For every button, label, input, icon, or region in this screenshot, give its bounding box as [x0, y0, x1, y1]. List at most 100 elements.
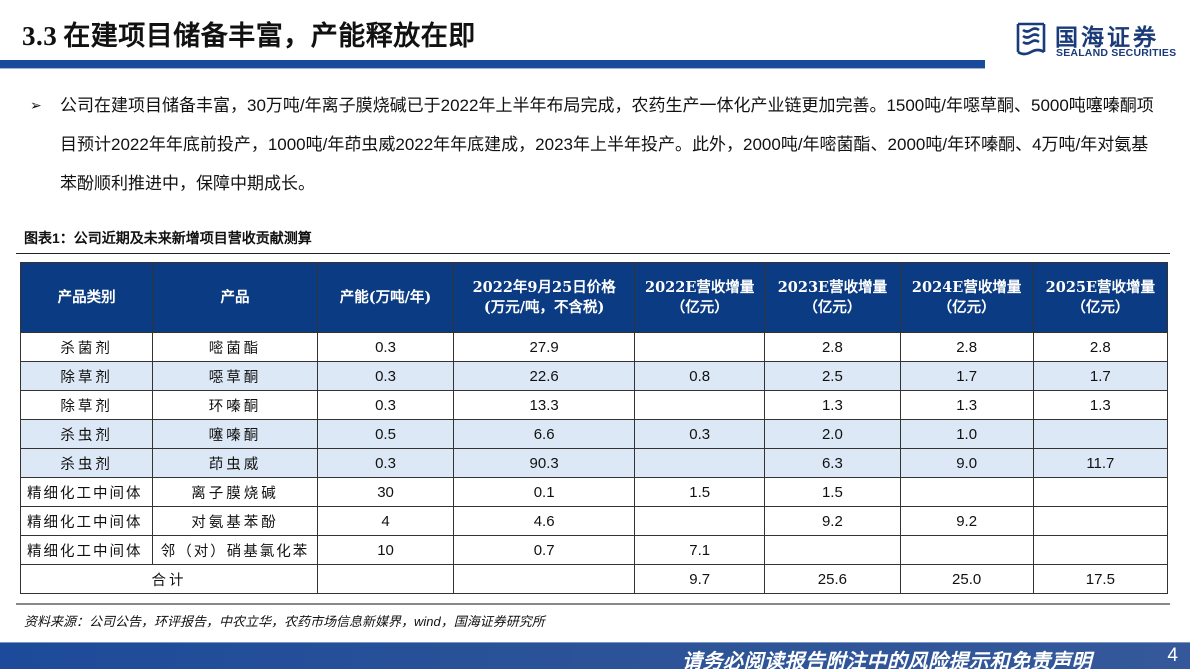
- cell-2025e: [1032, 477, 1169, 507]
- cell-product: 对氨基苯酚: [152, 506, 318, 536]
- header-divider-thin: [0, 68, 985, 69]
- cell-2022e: [634, 332, 766, 362]
- cell-product: 茚虫威: [152, 448, 318, 478]
- cell-capacity: 0.3: [316, 361, 455, 391]
- source-note: 资料来源：公司公告，环评报告，中农立华，农药市场信息新媒界，wind，国海证券研…: [24, 614, 545, 629]
- cell-2022e: [634, 506, 766, 536]
- col-header-2022e: 2022E营收增量 （亿元）: [634, 262, 766, 333]
- cell-2024e: 9.2: [899, 506, 1034, 536]
- cell-2025e: [1032, 506, 1169, 536]
- revenue-contribution-table: 产品类别 产品 产能(万吨/年) 2022年9月25日价格 (万元/吨，不含税) …: [19, 262, 1169, 594]
- cell-2022e: [634, 448, 766, 478]
- col-header-category: 产品类别: [19, 262, 154, 333]
- source-divider: [16, 603, 1170, 605]
- section-number: 3.3: [22, 21, 58, 51]
- cell-2023e: [764, 535, 901, 565]
- cell-category: 除草剂: [19, 390, 154, 420]
- cell-2023e: 9.2: [764, 506, 901, 536]
- company-logo: 国海证券 SEALAND SECURITIES: [1015, 18, 1180, 62]
- section-title: 在建项目储备丰富，产能释放在即: [63, 21, 476, 51]
- cell-total-2022e: 9.7: [634, 564, 766, 594]
- table-header-row: 产品类别 产品 产能(万吨/年) 2022年9月25日价格 (万元/吨，不含税) …: [19, 262, 1169, 333]
- cell-2023e: 6.3: [764, 448, 901, 478]
- col-header-price: 2022年9月25日价格 (万元/吨，不含税): [453, 262, 636, 333]
- cell-2024e: 1.3: [899, 390, 1034, 420]
- summary-bullet: ➢ 公司在建项目储备丰富，30万吨/年离子膜烧碱已于2022年上半年布局完成，农…: [30, 86, 1160, 203]
- cell-category: 精细化工中间体: [19, 506, 154, 536]
- table-row: 精细化工中间体 离子膜烧碱 30 0.1 1.5 1.5: [19, 477, 1169, 507]
- cell-total-2024e: 25.0: [899, 564, 1034, 594]
- cell-category: 精细化工中间体: [19, 477, 154, 507]
- cell-capacity: 4: [316, 506, 455, 536]
- cell-product: 噁草酮: [152, 361, 318, 391]
- cell-price: 0.7: [453, 535, 636, 565]
- cell-category: 杀虫剂: [19, 448, 154, 478]
- col-header-2024e: 2024E营收增量 （亿元）: [899, 262, 1034, 333]
- header-divider: [0, 60, 985, 68]
- cell-2025e: 1.7: [1032, 361, 1169, 391]
- cell-2024e: [899, 477, 1034, 507]
- logo-name-en: SEALAND SECURITIES: [1056, 47, 1177, 59]
- cell-price: 13.3: [453, 390, 636, 420]
- cell-total-label: 合计: [20, 564, 318, 594]
- cell-product: 噻嗪酮: [152, 419, 318, 449]
- table-row: 精细化工中间体 邻（对）硝基氯化苯 10 0.7 7.1: [19, 535, 1169, 565]
- table-row: 杀虫剂 噻嗪酮 0.5 6.6 0.3 2.0 1.0: [19, 419, 1169, 449]
- sealand-wave-logo-icon: [1016, 22, 1046, 56]
- col-header-capacity: 产能(万吨/年): [316, 262, 455, 333]
- cell-price: 90.3: [453, 448, 636, 478]
- col-header-product: 产品: [152, 262, 318, 333]
- cell-price: 6.6: [453, 419, 636, 449]
- cell-capacity: 0.5: [316, 419, 455, 449]
- cell-2024e: 2.8: [899, 332, 1034, 362]
- table-row: 除草剂 噁草酮 0.3 22.6 0.8 2.5 1.7 1.7: [19, 361, 1169, 391]
- cell-total-2023e: 25.6: [764, 564, 901, 594]
- cell-capacity: 10: [316, 535, 455, 565]
- cell-total-price: [453, 564, 636, 594]
- cell-2025e: 11.7: [1032, 448, 1169, 478]
- cell-category: 除草剂: [19, 361, 154, 391]
- logo-name-cn: 国海证券: [1055, 24, 1159, 50]
- cell-total-2025e: 17.5: [1032, 564, 1169, 594]
- cell-2024e: 1.0: [899, 419, 1034, 449]
- col-header-2025e: 2025E营收增量 （亿元）: [1032, 262, 1169, 333]
- cell-capacity: 30: [316, 477, 455, 507]
- cell-price: 27.9: [453, 332, 636, 362]
- cell-2023e: 2.8: [764, 332, 901, 362]
- cell-product: 离子膜烧碱: [152, 477, 318, 507]
- cell-2022e: 1.5: [634, 477, 766, 507]
- cell-2022e: 0.3: [634, 419, 766, 449]
- cell-2025e: [1032, 535, 1169, 565]
- footer-bar: 请务必阅读报告附注中的风险提示和免责声明 4: [0, 642, 1190, 669]
- cell-2024e: [899, 535, 1034, 565]
- cell-product: 嘧菌酯: [152, 332, 318, 362]
- cell-price: 4.6: [453, 506, 636, 536]
- cell-2024e: 1.7: [899, 361, 1034, 391]
- disclaimer-text: 请务必阅读报告附注中的风险提示和免责声明: [682, 651, 1092, 669]
- cell-capacity: 0.3: [316, 448, 455, 478]
- cell-2025e: 2.8: [1032, 332, 1169, 362]
- cell-category: 精细化工中间体: [19, 535, 154, 565]
- arrow-bullet-icon: ➢: [30, 97, 42, 113]
- cell-2022e: [634, 390, 766, 420]
- table-total-row: 合计 9.7 25.6 25.0 17.5: [20, 564, 1169, 594]
- cell-2022e: 7.1: [634, 535, 766, 565]
- cell-category: 杀菌剂: [19, 332, 154, 362]
- table-row: 精细化工中间体 对氨基苯酚 4 4.6 9.2 9.2: [19, 506, 1169, 536]
- cell-product: 环嗪酮: [152, 390, 318, 420]
- summary-text: 公司在建项目储备丰富，30万吨/年离子膜烧碱已于2022年上半年布局完成，农药生…: [60, 96, 1154, 193]
- cell-2023e: 1.5: [764, 477, 901, 507]
- cell-2023e: 1.3: [764, 390, 901, 420]
- cell-2024e: 9.0: [899, 448, 1034, 478]
- cell-category: 杀虫剂: [19, 419, 154, 449]
- figure-divider: [16, 253, 1170, 254]
- cell-2023e: 2.5: [764, 361, 901, 391]
- cell-price: 0.1: [453, 477, 636, 507]
- cell-2022e: 0.8: [634, 361, 766, 391]
- cell-2025e: [1032, 419, 1169, 449]
- table-row: 杀虫剂 茚虫威 0.3 90.3 6.3 9.0 11.7: [19, 448, 1169, 478]
- figure-title: 图表1：公司近期及未来新增项目营收贡献测算: [24, 230, 312, 246]
- cell-product: 邻（对）硝基氯化苯: [152, 535, 318, 565]
- col-header-2023e: 2023E营收增量 （亿元）: [764, 262, 901, 333]
- cell-price: 22.6: [453, 361, 636, 391]
